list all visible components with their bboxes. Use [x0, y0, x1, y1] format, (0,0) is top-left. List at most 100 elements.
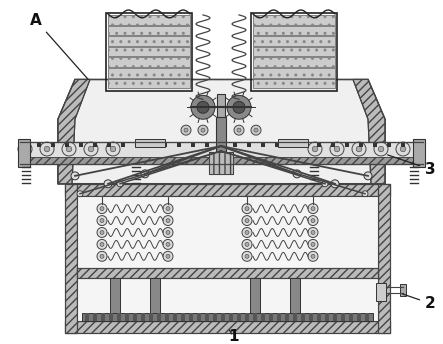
Bar — [401, 143, 405, 147]
Bar — [108, 57, 190, 67]
Bar — [135, 143, 139, 147]
Bar — [341, 313, 345, 321]
Bar — [108, 15, 190, 24]
Bar — [245, 313, 249, 321]
Circle shape — [40, 142, 54, 156]
Bar — [253, 25, 335, 35]
Bar — [365, 313, 369, 321]
Circle shape — [245, 230, 249, 235]
Bar — [253, 25, 335, 35]
Bar — [415, 143, 419, 147]
Circle shape — [166, 243, 170, 246]
Circle shape — [362, 191, 368, 197]
Bar — [20, 157, 423, 164]
Circle shape — [312, 146, 318, 152]
Circle shape — [163, 251, 173, 261]
Bar — [65, 184, 77, 333]
Bar — [65, 321, 390, 333]
Polygon shape — [58, 79, 385, 184]
Circle shape — [245, 243, 249, 246]
Bar — [253, 79, 335, 88]
Circle shape — [293, 170, 301, 178]
Circle shape — [62, 142, 76, 156]
Bar — [413, 139, 425, 167]
Circle shape — [242, 204, 252, 214]
Bar — [20, 157, 423, 164]
Text: 3: 3 — [388, 155, 435, 177]
Bar — [23, 143, 27, 147]
Bar — [253, 47, 335, 56]
Bar — [189, 313, 193, 321]
Bar — [253, 57, 335, 67]
Bar — [65, 184, 77, 333]
Circle shape — [374, 142, 388, 156]
Bar — [197, 313, 201, 321]
Circle shape — [166, 254, 170, 258]
Bar — [309, 313, 313, 321]
Bar — [108, 36, 190, 46]
Circle shape — [356, 146, 362, 152]
Circle shape — [100, 218, 104, 223]
Bar — [65, 184, 390, 196]
Bar — [106, 13, 192, 92]
Circle shape — [311, 254, 315, 258]
Circle shape — [166, 207, 170, 211]
Bar — [177, 143, 181, 147]
Circle shape — [166, 230, 170, 235]
Bar — [253, 68, 335, 78]
Circle shape — [166, 218, 170, 223]
Bar — [387, 143, 391, 147]
Polygon shape — [58, 79, 90, 184]
Bar — [237, 313, 241, 321]
Bar — [165, 313, 169, 321]
Bar — [376, 283, 386, 301]
Circle shape — [311, 207, 315, 211]
Bar — [37, 143, 41, 147]
Circle shape — [242, 239, 252, 249]
Bar — [191, 143, 195, 147]
Bar — [51, 143, 55, 147]
Bar — [253, 15, 335, 24]
Circle shape — [245, 218, 249, 223]
Circle shape — [308, 251, 318, 261]
Circle shape — [97, 239, 107, 249]
Circle shape — [66, 146, 72, 152]
Bar — [107, 143, 111, 147]
Bar — [253, 36, 335, 46]
Circle shape — [311, 230, 315, 235]
Bar — [253, 15, 335, 24]
Bar — [77, 268, 378, 278]
Circle shape — [191, 95, 215, 119]
Bar — [209, 152, 233, 174]
Bar — [163, 143, 167, 147]
Bar — [317, 313, 321, 321]
Bar — [285, 313, 289, 321]
Bar — [82, 313, 373, 321]
Bar — [65, 321, 390, 333]
Circle shape — [322, 181, 328, 187]
Bar — [85, 313, 89, 321]
Bar — [325, 313, 329, 321]
Circle shape — [308, 239, 318, 249]
Bar — [229, 313, 233, 321]
Bar — [117, 313, 121, 321]
Bar — [65, 143, 69, 147]
Circle shape — [44, 146, 50, 152]
Circle shape — [201, 128, 205, 132]
Bar — [108, 47, 190, 56]
Circle shape — [331, 180, 339, 188]
Circle shape — [163, 239, 173, 249]
Circle shape — [163, 216, 173, 226]
Bar — [79, 143, 83, 147]
Bar — [173, 313, 177, 321]
Bar — [77, 268, 378, 278]
Bar — [253, 36, 335, 46]
Circle shape — [242, 227, 252, 237]
Circle shape — [97, 227, 107, 237]
Bar — [93, 143, 97, 147]
Circle shape — [400, 146, 406, 152]
Bar — [359, 143, 363, 147]
Circle shape — [396, 142, 410, 156]
Bar — [373, 143, 377, 147]
Bar — [250, 278, 260, 313]
